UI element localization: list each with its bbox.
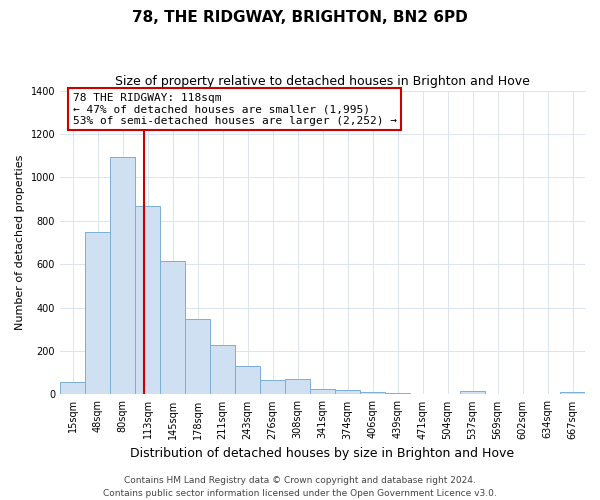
Bar [385, 392, 410, 394]
Bar [210, 345, 235, 395]
Bar [235, 366, 260, 394]
Bar [335, 390, 360, 394]
Y-axis label: Number of detached properties: Number of detached properties [15, 155, 25, 330]
Bar [310, 389, 335, 394]
Bar [135, 206, 160, 394]
Bar [110, 157, 135, 394]
Bar [185, 319, 210, 394]
Bar [560, 392, 585, 394]
Text: Contains HM Land Registry data © Crown copyright and database right 2024.
Contai: Contains HM Land Registry data © Crown c… [103, 476, 497, 498]
Text: 78 THE RIDGWAY: 118sqm
← 47% of detached houses are smaller (1,995)
53% of semi-: 78 THE RIDGWAY: 118sqm ← 47% of detached… [73, 92, 397, 126]
Bar [260, 380, 285, 394]
Bar [360, 392, 385, 394]
Bar [85, 232, 110, 394]
Title: Size of property relative to detached houses in Brighton and Hove: Size of property relative to detached ho… [115, 75, 530, 88]
X-axis label: Distribution of detached houses by size in Brighton and Hove: Distribution of detached houses by size … [130, 447, 515, 460]
Bar [460, 391, 485, 394]
Bar [160, 261, 185, 394]
Bar [285, 379, 310, 394]
Bar [60, 382, 85, 394]
Text: 78, THE RIDGWAY, BRIGHTON, BN2 6PD: 78, THE RIDGWAY, BRIGHTON, BN2 6PD [132, 10, 468, 25]
